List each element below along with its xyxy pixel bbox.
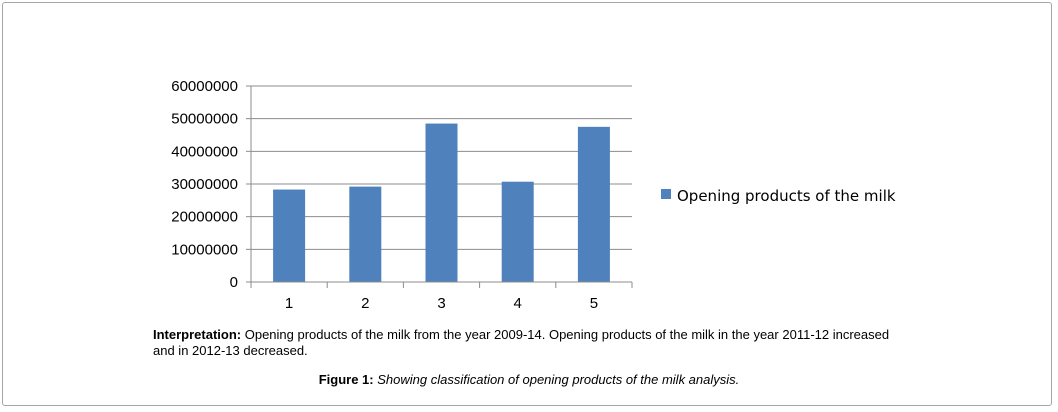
y-tick-label: 30000000 bbox=[171, 176, 238, 193]
x-tick-labels: 1 2 3 4 5 bbox=[285, 295, 598, 312]
bar bbox=[577, 126, 610, 282]
interpretation-label: Interpretation: bbox=[153, 327, 242, 342]
caption-label: Figure 1: bbox=[318, 372, 374, 387]
bar bbox=[501, 181, 534, 282]
legend: Opening products of the milk bbox=[661, 187, 896, 205]
x-tick-label: 1 bbox=[285, 295, 293, 312]
x-tick-label: 5 bbox=[590, 295, 598, 312]
gridlines bbox=[251, 85, 632, 250]
caption-text: Showing classification of opening produc… bbox=[373, 372, 740, 387]
bar bbox=[273, 189, 306, 282]
axes bbox=[246, 85, 633, 288]
interpretation-paragraph: Interpretation: Opening products of the … bbox=[153, 327, 913, 359]
x-tick-label: 3 bbox=[437, 295, 445, 312]
y-tick-label: 60000000 bbox=[171, 78, 238, 95]
y-tick-label: 0 bbox=[230, 274, 238, 291]
legend-label: Opening products of the milk bbox=[677, 187, 896, 205]
x-tick-label: 2 bbox=[361, 295, 369, 312]
bars bbox=[273, 123, 610, 282]
figure-caption: Figure 1: Showing classification of open… bbox=[0, 372, 1058, 387]
bar-chart: 0 10000000 20000000 30000000 40000000 5000000… bbox=[171, 78, 896, 312]
bar bbox=[349, 186, 382, 282]
y-tick-label: 50000000 bbox=[171, 111, 238, 128]
x-tick-label: 4 bbox=[514, 295, 522, 312]
y-tick-labels: 0 10000000 20000000 30000000 40000000 5000000… bbox=[171, 78, 238, 291]
y-tick-label: 20000000 bbox=[171, 209, 238, 226]
interpretation-text: Opening products of the milk from the ye… bbox=[153, 327, 890, 358]
bar bbox=[425, 123, 458, 282]
y-tick-label: 40000000 bbox=[171, 143, 238, 160]
legend-swatch bbox=[661, 189, 671, 199]
y-tick-label: 10000000 bbox=[171, 241, 238, 258]
